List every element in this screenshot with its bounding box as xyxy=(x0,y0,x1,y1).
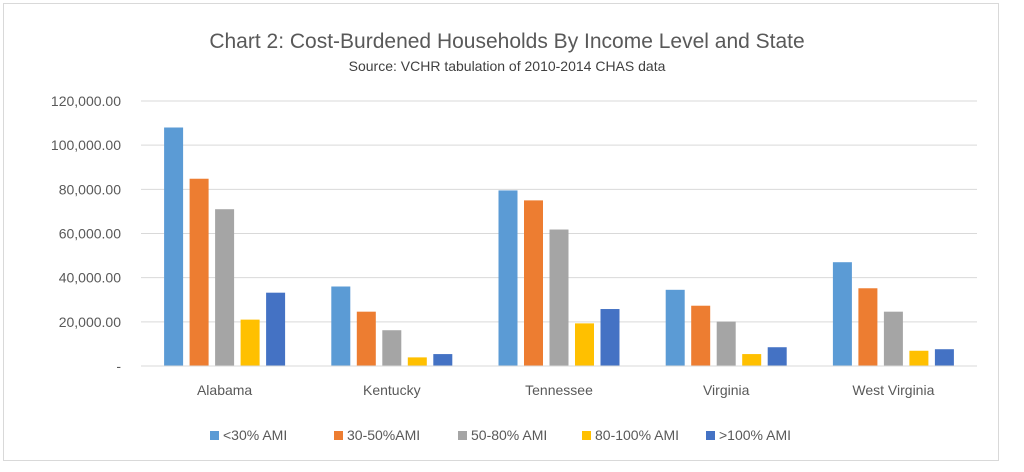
bar xyxy=(189,178,209,366)
bar xyxy=(665,289,685,366)
bar xyxy=(498,190,518,366)
y-tick-label: 40,000.00 xyxy=(59,270,121,286)
legend-label: 80-100% AMI xyxy=(595,427,679,443)
bar xyxy=(767,347,787,366)
bar xyxy=(600,309,620,366)
bar xyxy=(575,323,594,366)
y-tick-label: 80,000.00 xyxy=(59,181,121,197)
bar xyxy=(407,357,427,366)
bar xyxy=(331,286,351,366)
y-axis-ticks: - 20,000.00 40,000.00 60,000.00 80,000.00 100… xyxy=(51,93,121,374)
y-tick-label: - xyxy=(116,358,121,374)
legend-label: 30-50%AMI xyxy=(347,427,420,443)
bar xyxy=(266,292,286,366)
legend-swatch xyxy=(582,431,591,440)
bar xyxy=(909,350,929,366)
bar xyxy=(691,305,711,366)
chart-title: Chart 2: Cost-Burdened Households By Inc… xyxy=(209,30,804,53)
bar xyxy=(524,200,543,366)
y-tick-label: 100,000.00 xyxy=(51,137,121,153)
bar xyxy=(356,311,376,366)
legend-swatch xyxy=(706,431,715,440)
x-axis-ticks: Alabama Kentucky Tennessee Virginia West Vir… xyxy=(197,382,935,398)
legend-swatch xyxy=(458,431,467,440)
bar xyxy=(433,354,453,366)
x-tick-label: Alabama xyxy=(197,382,252,398)
bar xyxy=(716,321,736,366)
bar xyxy=(549,229,569,366)
chart-frame: Chart 2: Cost-Burdened Households By Inc… xyxy=(3,3,999,461)
x-tick-label: Tennessee xyxy=(525,382,593,398)
bar xyxy=(215,209,235,366)
bar xyxy=(742,354,762,366)
y-tick-label: 60,000.00 xyxy=(59,226,121,242)
bar-chart: Chart 2: Cost-Burdened Households By Inc… xyxy=(51,30,977,443)
legend: <30% AMI 30-50%AMI 50-80% AMI 80-100% AMI >1… xyxy=(210,427,791,443)
chart-subtitle: Source: VCHR tabulation of 2010-2014 CHA… xyxy=(349,58,666,74)
legend-swatch xyxy=(210,431,219,440)
y-tick-label: 120,000.00 xyxy=(51,93,121,109)
x-tick-label: West Virginia xyxy=(852,382,934,398)
legend-label: >100% AMI xyxy=(719,427,791,443)
bars xyxy=(164,127,954,366)
legend-label: 50-80% AMI xyxy=(471,427,547,443)
bar xyxy=(382,330,402,366)
x-tick-label: Virginia xyxy=(703,382,750,398)
bar xyxy=(240,319,260,366)
x-tick-label: Kentucky xyxy=(363,382,421,398)
legend-swatch xyxy=(334,431,343,440)
bar xyxy=(883,311,903,366)
legend-label: <30% AMI xyxy=(223,427,287,443)
bar xyxy=(164,127,184,366)
y-tick-label: 20,000.00 xyxy=(59,314,121,330)
bar xyxy=(858,288,878,366)
bar xyxy=(832,262,852,366)
bar xyxy=(934,349,954,366)
